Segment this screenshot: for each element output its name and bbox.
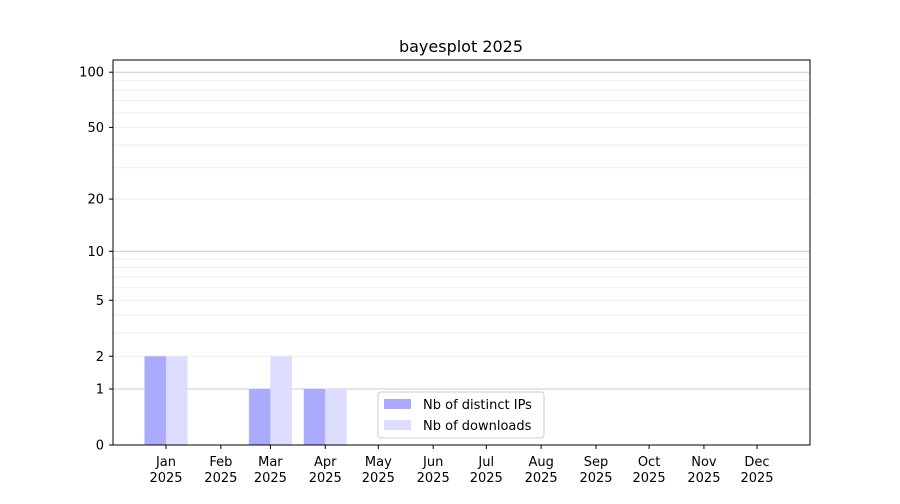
x-tick-label-month: Feb — [209, 455, 232, 470]
y-tick-label: 10 — [87, 245, 104, 260]
x-tick-label-year: 2025 — [525, 471, 558, 486]
x-tick-label-month: Aug — [528, 455, 553, 470]
legend: Nb of distinct IPs Nb of downloads — [377, 391, 545, 439]
y-tick-label: 2 — [96, 350, 104, 365]
x-tick-label-month: Mar — [258, 455, 283, 470]
plot-frame — [112, 59, 811, 446]
legend-label-ips: Nb of distinct IPs — [423, 398, 532, 413]
y-tick-label: 0 — [96, 439, 104, 454]
x-tick-label-year: 2025 — [417, 471, 450, 486]
legend-box — [377, 391, 545, 439]
x-tick-label-year: 2025 — [254, 471, 287, 486]
x-tick-label-year: 2025 — [633, 471, 666, 486]
x-tick-label-year: 2025 — [687, 471, 720, 486]
bar-downloads — [325, 389, 347, 445]
legend-swatch-ips — [384, 399, 411, 409]
legend-swatch-downloads — [384, 420, 411, 430]
legend-label-downloads: Nb of downloads — [423, 419, 532, 434]
x-tick-label-month: May — [365, 455, 392, 470]
x-tick-label-year: 2025 — [309, 471, 342, 486]
x-tick-label-month: Sep — [584, 455, 609, 470]
x-axis: Jan2025Feb2025Mar2025Apr2025May2025Jun20… — [149, 445, 774, 486]
bar-distinct-ips — [248, 389, 271, 445]
bars — [144, 356, 347, 445]
x-tick-label-year: 2025 — [149, 471, 182, 486]
y-tick-label: 5 — [96, 294, 104, 309]
y-tick-label: 1 — [96, 383, 104, 398]
chart-title: bayesplot 2025 — [399, 37, 523, 56]
x-tick-label-month: Nov — [691, 455, 717, 470]
y-tick-label: 100 — [79, 66, 104, 81]
x-tick-label-month: Apr — [314, 455, 337, 470]
bar-downloads — [166, 356, 188, 445]
x-tick-label-month: Oct — [638, 455, 660, 470]
bar-downloads — [270, 356, 292, 445]
x-tick-label-month: Jan — [155, 455, 176, 470]
x-tick-label-month: Jun — [422, 455, 443, 470]
x-tick-label-year: 2025 — [579, 471, 612, 486]
x-tick-label-month: Dec — [744, 455, 769, 470]
x-tick-label-year: 2025 — [470, 471, 503, 486]
x-tick-label-year: 2025 — [362, 471, 395, 486]
grid — [113, 71, 810, 390]
y-tick-label: 50 — [87, 121, 104, 136]
x-tick-label-year: 2025 — [740, 471, 773, 486]
x-tick-label-year: 2025 — [204, 471, 237, 486]
x-tick-label-month: Jul — [477, 455, 494, 470]
bar-distinct-ips — [303, 389, 326, 445]
bar-distinct-ips — [144, 356, 166, 445]
y-axis: 0 1 2 5 10 20 50 100 — [79, 66, 113, 454]
y-tick-label: 20 — [87, 193, 104, 208]
